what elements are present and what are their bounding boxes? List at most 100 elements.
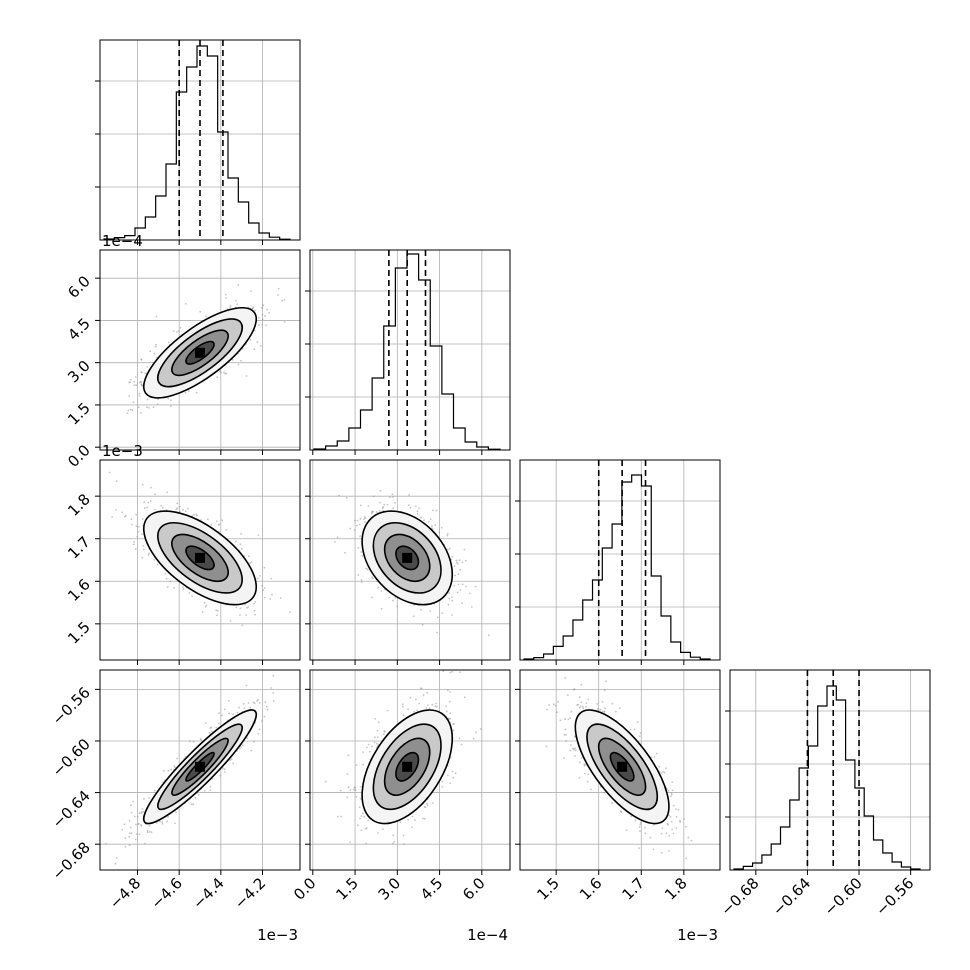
density-peak (402, 761, 413, 772)
sample-point (137, 525, 140, 528)
x-tick-label: −4.8 (106, 874, 144, 912)
sample-point (451, 670, 453, 673)
sample-point (435, 702, 437, 705)
sample-point (416, 709, 418, 712)
sample-point (156, 563, 159, 566)
sample-point (392, 834, 395, 837)
sample-point (138, 392, 141, 395)
sample-point (447, 774, 449, 777)
sample-point (451, 770, 454, 773)
sample-point (420, 608, 422, 611)
y-tick-label: 1.6 (64, 575, 94, 605)
sample-point (201, 611, 204, 613)
sample-point (192, 803, 195, 806)
sample-point (411, 826, 413, 829)
sample-point (146, 831, 149, 834)
sample-point (364, 521, 366, 523)
sample-point (190, 803, 193, 806)
sample-point (366, 746, 368, 749)
sample-point (414, 505, 417, 508)
sample-point (367, 819, 370, 822)
sample-point (239, 543, 242, 546)
y-tick-label: −0.68 (49, 838, 94, 883)
y-tick-label: 0.0 (64, 441, 94, 471)
sample-point (457, 583, 460, 586)
sample-point (670, 795, 672, 797)
sample-point (381, 507, 384, 509)
x-tick-label: 6.0 (459, 874, 489, 904)
sample-point (177, 330, 180, 332)
density-peak (195, 761, 205, 772)
sample-point (272, 674, 275, 677)
sample-point (585, 705, 587, 708)
sample-point (176, 502, 179, 505)
sample-point (454, 772, 457, 775)
sample-point (448, 717, 451, 720)
sample-point (263, 587, 266, 589)
sample-point (240, 532, 243, 535)
sample-point (368, 750, 371, 753)
sample-point (451, 555, 454, 558)
sample-point (420, 516, 422, 519)
sample-point (176, 757, 178, 760)
sample-point (203, 601, 206, 604)
sample-point (216, 610, 219, 612)
sample-point (362, 812, 364, 815)
x-tick-label: 4.5 (417, 874, 447, 904)
sample-point (232, 762, 235, 765)
sample-point (137, 822, 140, 825)
sample-point (431, 525, 433, 527)
y-tick-label: 1.7 (64, 533, 94, 563)
sample-point (431, 703, 434, 706)
sample-point (242, 702, 245, 705)
sample-point (420, 687, 423, 690)
sample-point (452, 729, 455, 732)
sample-point (132, 401, 135, 404)
sample-point (475, 731, 477, 734)
panel-frame (519, 459, 721, 661)
sample-point (211, 730, 213, 733)
sample-point (115, 480, 118, 482)
sample-point (375, 742, 378, 745)
sample-point (374, 718, 377, 720)
sample-point (142, 544, 145, 547)
sample-point (393, 840, 396, 843)
sample-point (130, 811, 133, 814)
sample-point (204, 722, 207, 725)
sample-point (407, 819, 410, 821)
sample-point (451, 599, 454, 602)
sample-point (258, 728, 261, 731)
sample-point (449, 691, 451, 693)
sample-point (179, 505, 181, 508)
sample-point (254, 613, 257, 616)
sample-point (379, 510, 381, 512)
sample-point (197, 794, 200, 796)
sample-point (144, 372, 147, 375)
sample-point (147, 501, 150, 504)
sample-point (240, 548, 243, 550)
x-tick-label: −0.68 (717, 874, 762, 919)
sample-point (652, 848, 655, 851)
sample-point (375, 511, 378, 513)
sample-point (360, 504, 362, 507)
panel-contents (334, 489, 490, 637)
sample-point (247, 702, 250, 704)
sample-point (464, 559, 467, 562)
contour-line (171, 533, 229, 583)
sample-point (184, 391, 187, 394)
contour-line (383, 737, 431, 796)
sample-point (361, 554, 364, 557)
sample-point (353, 788, 355, 791)
sample-point (208, 731, 211, 734)
sample-point (249, 562, 252, 565)
sample-point (126, 412, 129, 415)
sample-point (167, 397, 170, 400)
sample-point (229, 620, 232, 622)
sample-point (141, 533, 143, 535)
sample-point (123, 823, 126, 826)
panel-contents (108, 471, 291, 627)
sample-point (388, 596, 390, 599)
sample-point (154, 493, 157, 496)
sample-point (434, 524, 437, 526)
sample-point (135, 384, 138, 387)
